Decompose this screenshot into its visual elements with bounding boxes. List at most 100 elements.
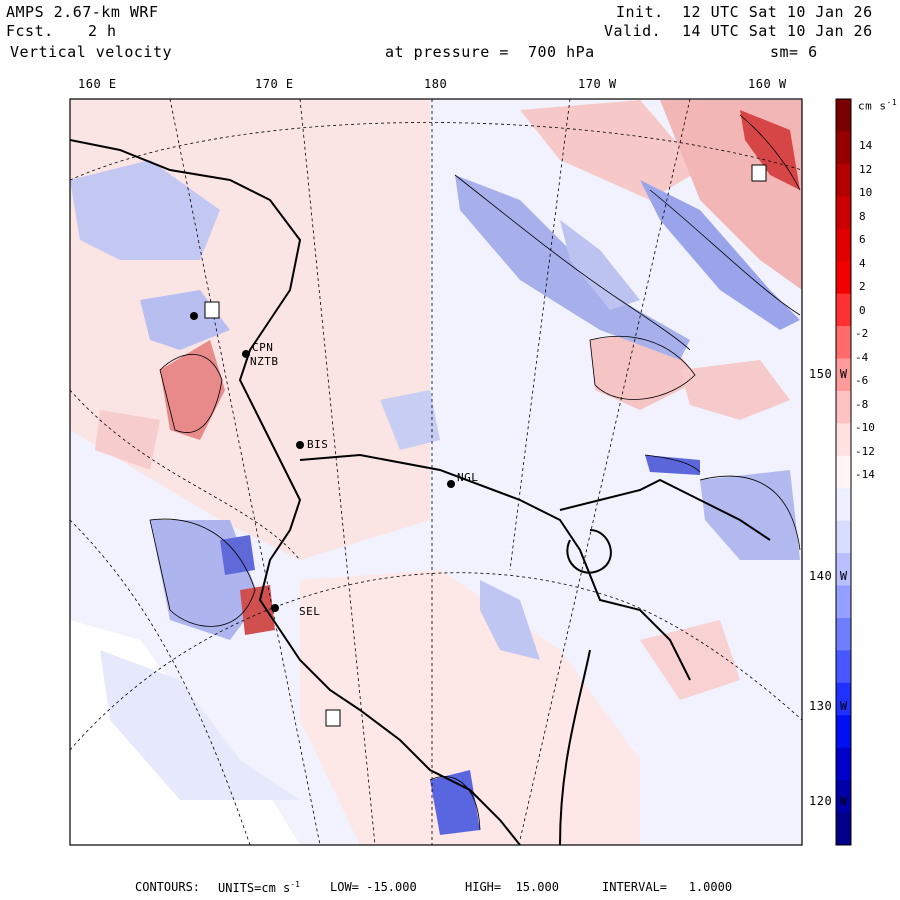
colorbar-tick-label: -8 [855, 397, 869, 411]
smoothing-value: sm= 6 [770, 43, 818, 61]
negative-region [430, 770, 480, 835]
colorbar-swatch [836, 196, 851, 230]
colorbar-swatch [836, 423, 851, 457]
station-dot [190, 312, 198, 320]
colorbar-frame [835, 98, 852, 846]
colorbar-swatch [836, 682, 851, 716]
positive-region [740, 110, 800, 190]
colorbar [835, 98, 852, 846]
colorbar-swatch [836, 358, 851, 392]
pressure-level: at pressure = 700 hPa [385, 43, 595, 61]
colorbar-units-text: cm s [858, 99, 887, 113]
lon-label-160e: 160 E [78, 77, 117, 91]
contours-label: CONTOURS: [135, 880, 201, 894]
valid-time: 14 UTC Sat 10 Jan 26 [682, 22, 873, 40]
station-label-nztb: NZTB [250, 355, 279, 368]
lon-label-170e: 170 E [255, 77, 294, 91]
lat-label-140w: 140 W [809, 569, 848, 583]
positive-region [520, 100, 700, 200]
init-time: 12 UTC Sat 10 Jan 26 [682, 3, 873, 21]
colorbar-tick-label: 6 [859, 233, 866, 246]
positive-region [240, 585, 275, 635]
lat-label-130w: 130 W [809, 699, 848, 713]
colorbar-units: cm s-1 [858, 97, 897, 113]
colorbar-tick-label: 2 [859, 280, 866, 293]
units-label: UNITS=cm s [218, 881, 291, 895]
interval-value: INTERVAL= 1.0000 [602, 880, 733, 894]
high-value: HIGH= 15.000 [465, 880, 559, 894]
station-dot [242, 350, 250, 358]
lat-label-150w: 150 W [809, 367, 848, 381]
colorbar-tick-label: 0 [859, 303, 866, 317]
units-exp: -1 [290, 880, 300, 889]
positive-region [680, 360, 790, 420]
negative-region [560, 220, 640, 310]
colorbar-swatch [836, 780, 851, 814]
lat-label-120w: 120 W [809, 794, 848, 808]
extremum-markers [204, 164, 767, 727]
negative-region [645, 455, 700, 475]
colorbar-swatch [836, 99, 851, 132]
lon-label-180: 180 [424, 77, 448, 91]
forecast-value: 2 h [88, 22, 117, 40]
negative-region [380, 390, 440, 450]
colorbar-swatch [836, 261, 851, 295]
colorbar-swatch [836, 455, 851, 489]
colorbar-swatch [836, 812, 851, 846]
valid-label: Valid. [604, 22, 662, 40]
colorbar-tick-label: 8 [859, 209, 866, 223]
colorbar-swatch [836, 553, 851, 587]
station-dot [447, 480, 455, 488]
colorbar-tick-label: 12 [859, 162, 873, 176]
colorbar-units-exp: -1 [886, 98, 898, 107]
positive-region [95, 410, 160, 470]
colorbar-swatch [836, 617, 851, 651]
colorbar-swatch [836, 163, 851, 197]
negative-region [480, 580, 540, 660]
positive-region [640, 620, 740, 700]
variable-name: Vertical velocity [10, 43, 173, 61]
positive-region [160, 340, 225, 440]
field-layer [70, 99, 802, 845]
station-label-bis: BIS [307, 438, 329, 451]
colorbar-swatch [836, 585, 851, 619]
station-label-sel: SEL [299, 605, 321, 618]
lon-label-170w: 170 W [578, 77, 617, 91]
low-value: LOW= -15.000 [330, 880, 417, 894]
graticule [70, 99, 802, 845]
colorbar-swatch [836, 390, 851, 424]
station-label-ngl: NGL [457, 471, 479, 484]
colorbar-swatch [836, 131, 851, 165]
colorbar-swatch [836, 650, 851, 684]
colorbar-tick-label: -2 [855, 327, 869, 340]
min-marker [204, 301, 220, 319]
colorbar-swatch [836, 293, 851, 327]
colorbar-swatch [836, 488, 851, 522]
colorbar-tick-label: 14 [859, 139, 873, 152]
forecast-label: Fcst. [6, 22, 54, 40]
model-title: AMPS 2.67-km WRF [6, 3, 159, 21]
colorbar-swatch [836, 747, 851, 781]
station-dot [296, 441, 304, 449]
init-label: Init. [616, 3, 664, 21]
coastline [70, 139, 771, 845]
lon-label-160w: 160 W [748, 77, 787, 91]
negative-region [70, 160, 220, 260]
units-info: UNITS=cm s-1 [218, 880, 300, 895]
colorbar-tick-label: -6 [855, 374, 869, 387]
station-dot [271, 604, 279, 612]
colorbar-swatch [836, 715, 851, 749]
colorbar-tick-label: -10 [855, 421, 875, 434]
colorbar-tick-label: 10 [859, 186, 873, 199]
contour-lines [149, 114, 801, 831]
colorbar-tick-label: 4 [859, 256, 866, 270]
colorbar-tick-label: -4 [855, 350, 869, 364]
negative-region [100, 650, 300, 800]
station-label-cpn: CPN [252, 341, 274, 354]
positive-region [300, 570, 640, 845]
negative-region [640, 180, 800, 330]
colorbar-tick-label: -12 [855, 444, 875, 458]
map-frame [69, 98, 803, 846]
max-marker [751, 164, 767, 182]
